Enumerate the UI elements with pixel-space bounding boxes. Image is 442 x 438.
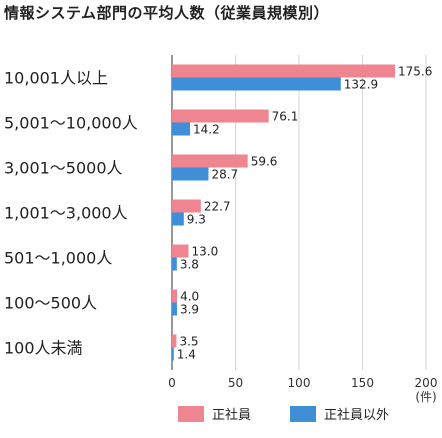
bar-regular <box>172 154 248 168</box>
data-label: 28.7 <box>211 168 238 182</box>
data-label: 132.9 <box>344 78 378 92</box>
chart-title: 情報システム部門の平均人数（従業員規模別） <box>4 4 330 22</box>
data-label: 1.4 <box>177 348 196 362</box>
bar-regular <box>172 199 201 213</box>
data-label: 4.0 <box>180 290 199 304</box>
category-label: 3,001～5000人 <box>4 159 123 178</box>
data-label: 59.6 <box>251 155 278 169</box>
bar-non-regular <box>172 212 184 226</box>
bar-non-regular <box>172 257 177 271</box>
data-label: 76.1 <box>272 110 299 124</box>
category-label: 501～1,000人 <box>4 249 112 268</box>
legend-swatch <box>178 406 204 422</box>
bar-regular <box>172 109 269 123</box>
x-tick-label: 150 <box>351 376 374 390</box>
data-label: 175.6 <box>398 65 432 79</box>
x-axis-unit: (件) <box>415 390 436 404</box>
data-label: 3.8 <box>180 258 199 272</box>
data-label: 13.0 <box>192 245 219 259</box>
bar-regular <box>172 244 189 258</box>
category-label: 1,001～3,000人 <box>4 204 128 223</box>
data-label: 22.7 <box>204 200 231 214</box>
x-tick-label: 100 <box>288 376 311 390</box>
bar-regular <box>172 64 396 78</box>
category-label: 10,001人以上 <box>4 69 108 88</box>
bar-non-regular <box>172 167 209 181</box>
bar-regular <box>172 334 177 348</box>
legend-swatch <box>290 406 316 422</box>
bar-non-regular <box>172 347 174 361</box>
bar-non-regular <box>172 77 341 91</box>
category-label: 100人未満 <box>4 339 83 358</box>
category-label: 5,001～10,000人 <box>4 114 138 133</box>
data-label: 14.2 <box>193 123 220 137</box>
legend-label: 正社員以外 <box>324 407 389 423</box>
x-tick-label: 0 <box>168 376 176 390</box>
data-label: 3.5 <box>179 335 198 349</box>
bar-non-regular <box>172 122 191 136</box>
data-label: 3.9 <box>180 303 199 317</box>
data-label: 9.3 <box>187 213 206 227</box>
bar-non-regular <box>172 302 177 316</box>
x-tick-label: 50 <box>228 376 243 390</box>
bar-regular <box>172 289 178 303</box>
legend-label: 正社員 <box>212 407 251 423</box>
x-tick-label: 200 <box>415 376 438 390</box>
category-label: 100～500人 <box>4 294 97 313</box>
